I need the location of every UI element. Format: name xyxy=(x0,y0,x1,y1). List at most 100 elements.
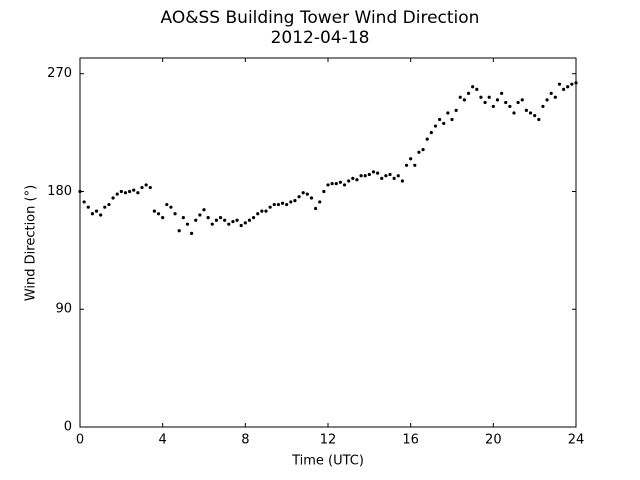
point xyxy=(285,202,289,207)
x-axis-label: Time (UTC) xyxy=(291,454,364,469)
point xyxy=(330,182,334,186)
point xyxy=(425,137,429,141)
point xyxy=(466,91,471,95)
point xyxy=(404,163,409,167)
point xyxy=(252,216,256,220)
point xyxy=(94,209,99,213)
point xyxy=(338,180,342,184)
point xyxy=(363,174,367,178)
point xyxy=(177,229,181,233)
x-tick-label: 8 xyxy=(241,433,249,448)
point xyxy=(566,85,570,89)
point xyxy=(396,174,400,178)
y-tick-label: 0 xyxy=(64,420,72,435)
point xyxy=(264,209,268,213)
point xyxy=(128,189,132,194)
point xyxy=(557,82,562,86)
point xyxy=(537,117,541,122)
point xyxy=(99,213,103,217)
point xyxy=(314,206,318,211)
point xyxy=(206,216,210,220)
point xyxy=(247,218,252,222)
point xyxy=(202,208,206,212)
point xyxy=(483,100,487,105)
point xyxy=(210,222,214,226)
point xyxy=(570,82,574,86)
point xyxy=(301,191,305,195)
point xyxy=(520,98,524,102)
point xyxy=(115,192,119,196)
point xyxy=(227,222,231,226)
point xyxy=(185,222,190,226)
point xyxy=(541,104,545,109)
y-tick-label: 180 xyxy=(47,184,72,199)
point xyxy=(533,113,537,118)
point xyxy=(165,202,169,207)
x-tick-label: 24 xyxy=(568,433,585,448)
point xyxy=(342,183,347,187)
point xyxy=(347,179,351,183)
point xyxy=(152,209,156,213)
x-tick-label: 20 xyxy=(485,433,502,448)
chart-subtitle: 2012-04-18 xyxy=(271,28,370,48)
point xyxy=(276,202,280,207)
point xyxy=(256,212,260,216)
point xyxy=(392,176,396,180)
chart-title: AO&SS Building Tower Wind Direction xyxy=(161,8,480,28)
point xyxy=(355,178,359,182)
plot-frame xyxy=(79,57,577,428)
point xyxy=(504,100,508,105)
point xyxy=(487,95,491,99)
point xyxy=(297,195,301,199)
point xyxy=(322,189,326,194)
point xyxy=(136,191,140,195)
point xyxy=(371,170,376,174)
point xyxy=(359,174,363,178)
point xyxy=(458,95,462,99)
point xyxy=(173,212,177,216)
point xyxy=(475,87,479,92)
point xyxy=(421,147,425,152)
point xyxy=(156,212,161,216)
point xyxy=(438,117,442,122)
point xyxy=(433,124,438,128)
point xyxy=(90,212,94,216)
point xyxy=(194,218,198,222)
y-tick-label: 90 xyxy=(55,302,72,317)
point xyxy=(388,172,392,177)
point xyxy=(243,221,247,225)
point xyxy=(549,91,553,95)
point xyxy=(367,172,371,177)
point xyxy=(446,111,450,115)
point xyxy=(111,196,115,200)
x-tick-label: 12 xyxy=(320,433,337,448)
point xyxy=(380,176,384,180)
point xyxy=(479,95,483,99)
point xyxy=(239,223,243,228)
point xyxy=(334,182,338,186)
point xyxy=(528,111,533,115)
point xyxy=(562,87,566,92)
point xyxy=(305,192,309,196)
point xyxy=(442,121,446,126)
point xyxy=(235,218,239,222)
x-tick-label: 4 xyxy=(159,433,167,448)
point xyxy=(272,202,276,207)
point xyxy=(400,179,404,183)
point xyxy=(309,196,314,200)
y-axis-label: Wind Direction (°) xyxy=(24,185,39,301)
point xyxy=(326,183,330,187)
point xyxy=(293,199,297,203)
point xyxy=(500,91,504,95)
point xyxy=(462,98,466,102)
point xyxy=(553,95,557,99)
point xyxy=(107,202,111,207)
point xyxy=(223,218,227,222)
point xyxy=(508,104,512,109)
x-tick-label: 0 xyxy=(76,433,84,448)
point xyxy=(495,98,500,102)
point xyxy=(144,183,148,187)
x-tick-label: 16 xyxy=(402,433,419,448)
point xyxy=(516,100,520,105)
point xyxy=(119,189,123,194)
